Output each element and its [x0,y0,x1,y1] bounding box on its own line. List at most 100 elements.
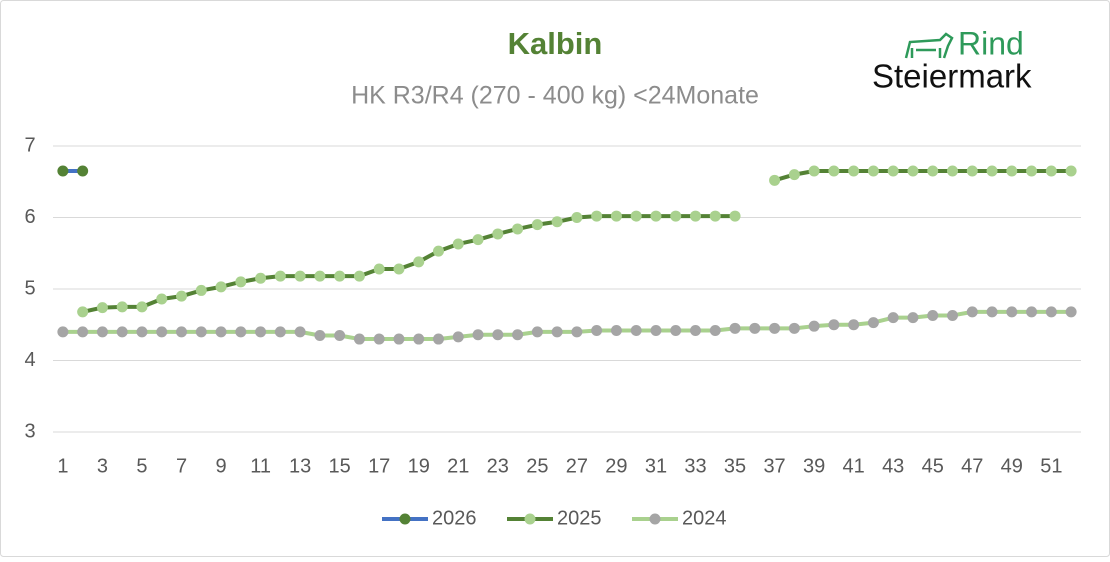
x-tick-label: 17 [368,455,390,477]
point [867,165,879,177]
point [96,326,108,338]
point [1045,306,1057,318]
point [1006,306,1018,318]
point [235,276,247,288]
point [887,165,899,177]
x-tick-label: 49 [1001,455,1023,477]
point [630,210,642,222]
point [729,210,741,222]
x-tick-label: 51 [1040,455,1062,477]
point [610,324,622,336]
point [294,326,306,338]
point [195,326,207,338]
point [353,333,365,345]
point [828,165,840,177]
legend-marker [399,513,411,525]
point [1065,306,1077,318]
x-tick-label: 13 [289,455,311,477]
x-tick-label: 41 [843,455,865,477]
x-tick-label: 45 [922,455,944,477]
point [314,270,326,282]
point [77,306,89,318]
point [195,284,207,296]
point [947,165,958,177]
point [57,326,69,338]
point [77,326,89,338]
point [531,326,543,338]
point [907,165,919,177]
point [650,210,662,222]
legend-label: 2025 [557,507,602,529]
point [1045,165,1057,177]
x-tick-label: 43 [882,455,904,477]
x-tick-label: 31 [645,455,667,477]
legend-marker [649,513,661,525]
point [176,290,187,302]
x-tick-label: 21 [447,455,469,477]
x-tick-label: 39 [803,455,825,477]
point [690,324,701,336]
x-tick-label: 9 [215,455,226,477]
point [294,270,306,282]
point [156,293,168,305]
y-tick-label: 6 [24,206,35,228]
point [255,326,267,338]
point [709,324,721,336]
point [274,326,286,338]
point [413,333,425,345]
logo-icon [904,32,954,59]
point [136,326,148,338]
point [472,329,484,341]
logo-bottom: Steiermark [872,58,1032,95]
point [353,270,365,282]
point [690,210,701,222]
point [610,210,622,222]
point [452,238,464,250]
point [907,312,919,324]
x-tick-label: 35 [724,455,746,477]
point [670,324,682,336]
point [966,165,978,177]
point [433,245,444,257]
x-tick-label: 25 [526,455,548,477]
point [808,320,820,332]
point [966,306,978,318]
x-tick-label: 29 [605,455,627,477]
y-tick-label: 7 [24,134,35,156]
point [512,223,524,235]
point [670,210,682,222]
point [314,329,326,341]
point [116,326,128,338]
y-tick-label: 4 [24,349,35,371]
point [769,322,781,334]
point [116,301,128,313]
point [235,326,247,338]
x-tick-label: 33 [684,455,706,477]
x-tick-label: 1 [57,455,68,477]
point [788,169,800,181]
series-line [82,169,1072,314]
point [393,263,405,275]
point [848,319,860,331]
point [413,256,425,268]
x-tick-label: 19 [408,455,430,477]
point [551,216,563,228]
point [650,324,662,336]
point [591,324,603,336]
point [176,326,187,338]
x-tick-label: 37 [763,455,785,477]
point [571,212,583,223]
point [433,333,444,345]
point [57,165,69,177]
point [986,306,998,318]
point [393,333,405,345]
point [927,309,939,321]
point [1026,306,1038,318]
point [571,326,583,338]
point [472,234,484,246]
series-line [62,309,1072,342]
point [551,326,563,338]
point [512,329,524,341]
logo: Rind Steiermark [872,25,1032,94]
